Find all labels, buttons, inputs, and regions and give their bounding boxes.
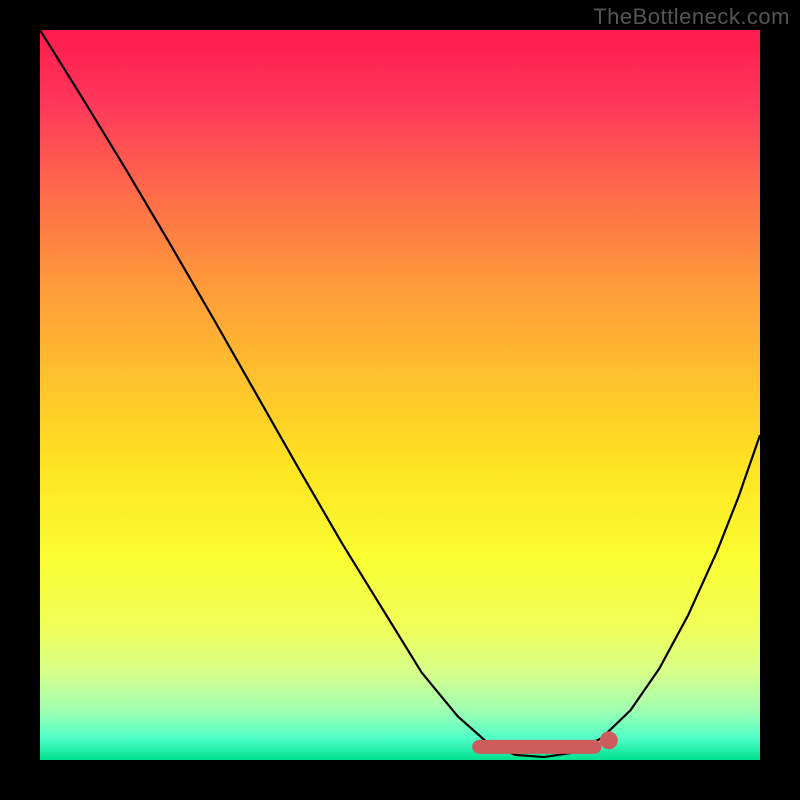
plot-area — [40, 30, 760, 760]
chart-svg — [0, 0, 800, 800]
chart-canvas: TheBottleneck.com — [0, 0, 800, 800]
watermark-text: TheBottleneck.com — [593, 4, 790, 30]
optimal-range-dot — [600, 731, 618, 749]
